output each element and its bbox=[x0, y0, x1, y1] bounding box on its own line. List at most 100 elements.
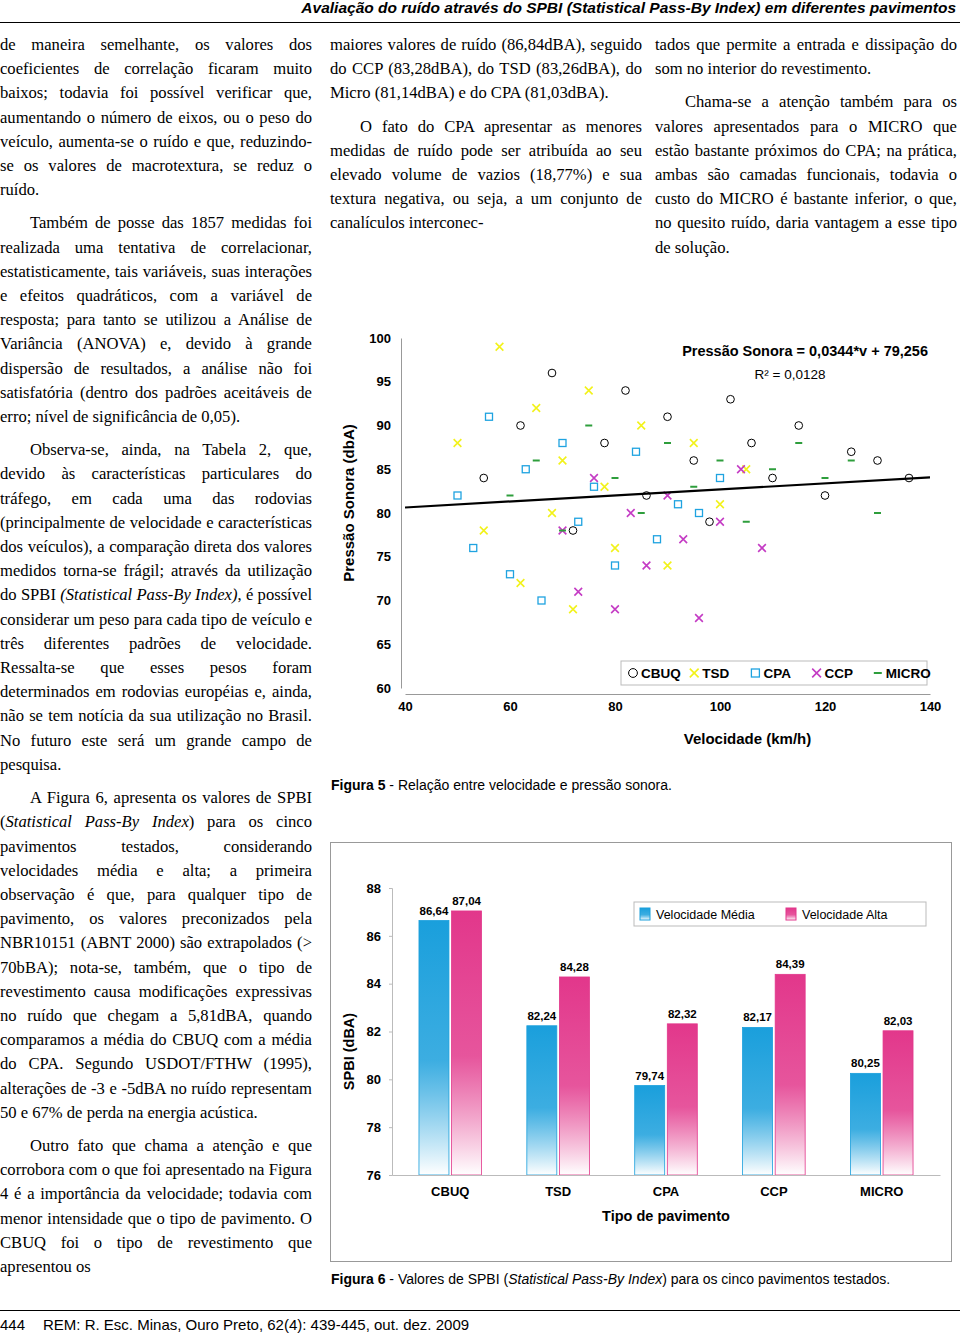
tick-mark bbox=[389, 1175, 392, 1176]
tick: 80 bbox=[377, 506, 401, 521]
tick: 40 bbox=[398, 694, 412, 714]
tick-label: 40 bbox=[398, 699, 412, 714]
journal: REM: R. Esc. Minas, Ouro Preto, 62(4): 4… bbox=[43, 1316, 469, 1333]
point bbox=[480, 527, 488, 535]
page-number: 444 bbox=[0, 1316, 25, 1333]
tick-label: 65 bbox=[377, 637, 391, 652]
point bbox=[480, 474, 488, 482]
point bbox=[874, 457, 882, 465]
series bbox=[480, 369, 913, 534]
point bbox=[795, 442, 802, 444]
bar bbox=[527, 1026, 557, 1175]
bar bbox=[452, 911, 482, 1175]
paragraph: de maneira semelhante, os valores dos co… bbox=[0, 33, 312, 202]
tick: MICRO bbox=[860, 1175, 903, 1199]
tick-label: 100 bbox=[369, 331, 391, 346]
bar bbox=[559, 977, 589, 1175]
point bbox=[769, 474, 777, 482]
point bbox=[590, 474, 598, 482]
tick: 82 bbox=[367, 1024, 392, 1039]
legend-swatch bbox=[786, 908, 796, 920]
point bbox=[690, 486, 697, 488]
tick: 70 bbox=[377, 593, 401, 608]
text-run: , é possível considerar um peso para cad… bbox=[0, 585, 312, 773]
tick: 88 bbox=[367, 881, 392, 896]
tick-mark bbox=[389, 984, 392, 985]
bar bbox=[743, 1027, 773, 1175]
tick-label: 120 bbox=[815, 699, 837, 714]
point bbox=[548, 509, 556, 517]
tick: 95 bbox=[377, 374, 401, 389]
tick-label: 78 bbox=[367, 1120, 381, 1135]
tick: 86 bbox=[367, 928, 392, 943]
tick-label: 80 bbox=[608, 699, 622, 714]
series bbox=[454, 343, 750, 613]
tick-label: 60 bbox=[377, 681, 391, 696]
paragraph: tados que permite a entrada e dissipação… bbox=[655, 33, 957, 81]
axis-line bbox=[406, 694, 931, 695]
point bbox=[559, 457, 567, 465]
data-label: 84,39 bbox=[776, 958, 805, 970]
tick: 85 bbox=[377, 462, 401, 477]
axis: 40 60 80 100 120 140 bbox=[398, 694, 941, 714]
point bbox=[643, 562, 651, 570]
paragraph: Chama-se a atenção também para os valore… bbox=[655, 90, 957, 259]
paragraph: maiores valores de ruído (86,84dBA), seg… bbox=[330, 33, 642, 106]
legend-label: CPA bbox=[763, 666, 791, 681]
data-label: 79,74 bbox=[635, 1070, 664, 1082]
point bbox=[559, 440, 566, 447]
trend-line bbox=[405, 477, 930, 507]
point bbox=[507, 571, 514, 578]
point bbox=[611, 605, 619, 613]
text-column: de maneira semelhante, os valores dos co… bbox=[0, 33, 312, 1288]
legend-label: Velocidade Média bbox=[656, 908, 755, 922]
point bbox=[575, 518, 582, 525]
data-label: 82,32 bbox=[668, 1008, 697, 1020]
point bbox=[507, 495, 514, 497]
point bbox=[664, 562, 672, 570]
data-label: 80,25 bbox=[851, 1057, 880, 1069]
paragraph: Observa-se, ainda, na Tabela 2, que, dev… bbox=[0, 438, 312, 777]
tick-label: 88 bbox=[367, 881, 381, 896]
point bbox=[848, 460, 855, 462]
data-label: 82,24 bbox=[527, 1010, 556, 1022]
tick: 100 bbox=[710, 694, 732, 714]
tick-label: 85 bbox=[377, 462, 391, 477]
tick: CPA bbox=[653, 1175, 680, 1199]
point bbox=[737, 465, 745, 473]
tick-label: 60 bbox=[503, 699, 517, 714]
series bbox=[419, 921, 880, 1175]
tick-label: 80 bbox=[367, 1072, 381, 1087]
plot-area bbox=[405, 343, 930, 622]
axis: CBUQTSDCPACCPMICRO bbox=[393, 1175, 941, 1199]
legend-label: MICRO bbox=[886, 666, 931, 681]
tick-label: CBUQ bbox=[431, 1184, 469, 1199]
point bbox=[538, 597, 545, 604]
text-run: - Valores de SPBI ( bbox=[385, 1271, 508, 1287]
point bbox=[612, 477, 619, 479]
series bbox=[452, 911, 913, 1175]
point bbox=[517, 422, 525, 430]
point bbox=[559, 527, 567, 535]
point bbox=[633, 448, 640, 455]
tick-label: 82 bbox=[367, 1024, 381, 1039]
text-run: ) para os cinco pavimentos testados. bbox=[662, 1271, 890, 1287]
bold-text: Figura 5 bbox=[331, 777, 385, 793]
text-run: - Relação entre velocidade e pressão son… bbox=[385, 777, 671, 793]
text-column: maiores valores de ruído (86,84dBA), seg… bbox=[330, 33, 642, 245]
scatter-chart: 4060801001201406065707580859095100Pressã… bbox=[330, 322, 955, 772]
legend-marker bbox=[690, 669, 699, 678]
bar bbox=[775, 974, 805, 1175]
point bbox=[496, 343, 504, 351]
point bbox=[822, 477, 829, 479]
tick-label: 70 bbox=[377, 593, 391, 608]
point bbox=[727, 395, 735, 403]
point bbox=[748, 439, 756, 447]
legend-label: CCP bbox=[825, 666, 854, 681]
tick-label: 140 bbox=[920, 699, 942, 714]
point bbox=[717, 475, 724, 482]
point bbox=[585, 387, 593, 395]
point bbox=[454, 439, 462, 447]
point bbox=[690, 457, 698, 465]
point bbox=[690, 439, 698, 447]
